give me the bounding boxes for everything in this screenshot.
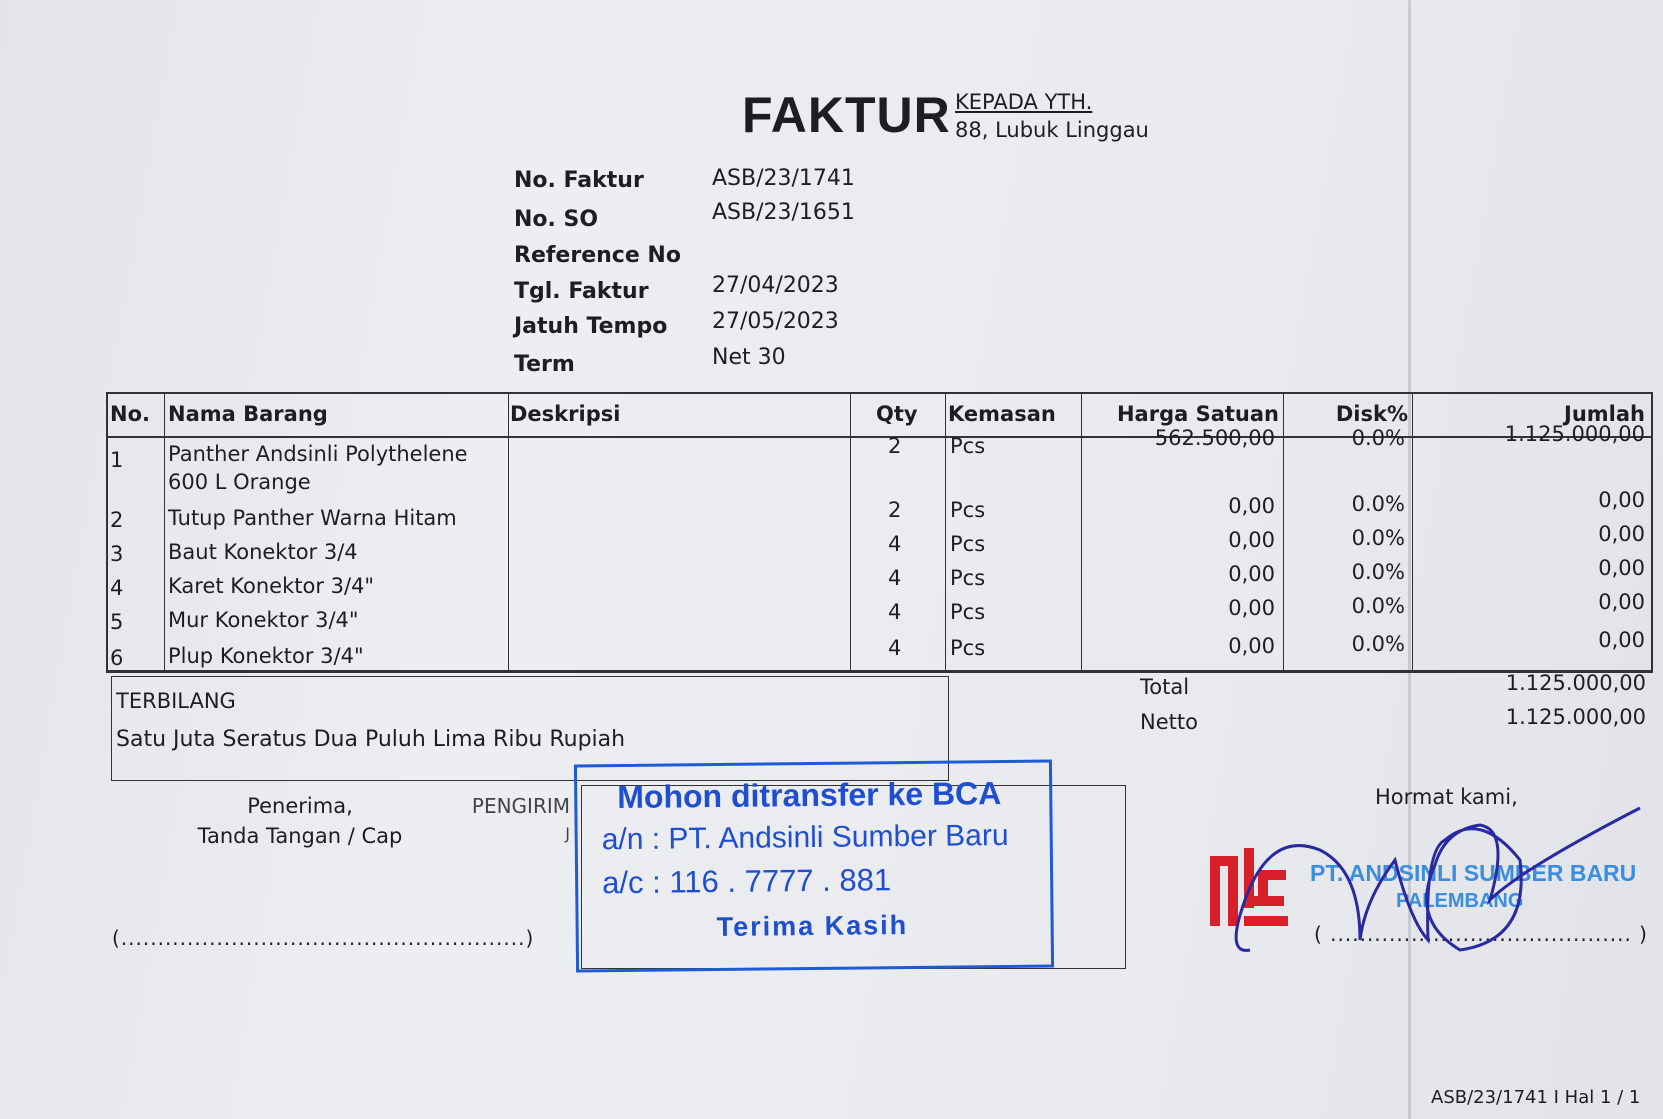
cell-price: 0,00 [1228, 528, 1275, 552]
signature [1234, 806, 1641, 952]
info-label: Reference No [514, 243, 681, 268]
cell-no: 5 [110, 610, 124, 634]
info-value: Net 30 [712, 345, 786, 370]
info-label: Jatuh Tempo [514, 314, 668, 339]
receiver-sign-line: (.......................................… [112, 926, 535, 950]
cell-name: Baut Konektor 3/4 [168, 540, 358, 564]
company-logo [1208, 848, 1290, 938]
cell-total: 0,00 [1598, 556, 1645, 580]
stamp-line: a/n : PT. Andsinli Sumber Baru [601, 818, 1009, 857]
cell-name: 600 L Orange [168, 470, 311, 494]
col-desc: Deskripsi [510, 402, 621, 426]
info-label: Tgl. Faktur [514, 279, 649, 304]
cell-qty: 4 [888, 636, 902, 660]
col-disc: Disk% [1335, 402, 1408, 426]
cell-price: 0,00 [1228, 596, 1275, 620]
receiver-sign-label: Tanda Tangan / Cap [197, 824, 403, 848]
company-stamp-name: PT. ANDSINLI SUMBER BARU [1310, 860, 1637, 886]
cell-total: 1.125.000,00 [1504, 422, 1645, 446]
terbilang-text: Satu Juta Seratus Dua Puluh Lima Ribu Ru… [116, 727, 626, 752]
closing-text: Hormat kami, [1375, 785, 1518, 809]
total-label: Total [1140, 675, 1190, 699]
col-qty: Qty [876, 402, 918, 426]
info-value: 27/04/2023 [712, 273, 839, 298]
cell-price: 0,00 [1228, 634, 1275, 658]
info-value: ASB/23/1741 [712, 166, 855, 191]
cell-disc: 0.0% [1351, 560, 1405, 584]
cell-name: Panther Andsinli Polythelene [168, 442, 468, 466]
total-value: 1.125.000,00 [1505, 671, 1646, 695]
cell-disc: 0.0% [1351, 492, 1405, 516]
recipient-address: 88, Lubuk Linggau [955, 118, 1149, 142]
cell-price: 562.500,00 [1154, 426, 1275, 450]
info-label: No. SO [514, 207, 599, 232]
items-table: No. Nama Barang Deskripsi Qty Kemasan Ha… [106, 392, 1653, 673]
cell-qty: 2 [888, 498, 902, 522]
cell-no: 3 [110, 542, 124, 566]
cell-no: 1 [110, 448, 124, 472]
stamp-line: a/c : 116 . 7777 . 881 [601, 862, 892, 901]
stamp-line: Terima Kasih [716, 910, 909, 943]
sender-label: PENGIRIM [471, 794, 570, 818]
netto-value: 1.125.000,00 [1505, 705, 1646, 729]
cell-price: 0,00 [1228, 494, 1275, 518]
document-title: FAKTUR [742, 87, 951, 143]
info-value: ASB/23/1651 [712, 200, 855, 225]
col-unit: Kemasan [948, 402, 1056, 426]
col-price: Harga Satuan [1116, 402, 1279, 426]
cell-disc: 0.0% [1351, 594, 1405, 618]
cell-qty: 4 [888, 532, 902, 556]
cell-unit: Pcs [950, 566, 986, 590]
cell-disc: 0.0% [1351, 426, 1405, 450]
stamp-line: Mohon ditransfer ke BCA [617, 775, 1002, 816]
cell-total: 0,00 [1598, 488, 1645, 512]
cell-unit: Pcs [950, 636, 986, 660]
cell-unit: Pcs [950, 532, 986, 556]
transfer-stamp: Mohon ditransfer ke BCA a/n : PT. Andsin… [573, 759, 1055, 973]
cell-price: 0,00 [1228, 562, 1275, 586]
terbilang-label: TERBILANG [116, 689, 236, 713]
page-info: ASB/23/1741 I Hal 1 / 1 [1431, 1087, 1641, 1108]
info-label: Term [514, 352, 575, 377]
cell-unit: Pcs [950, 434, 986, 458]
info-value: 27/05/2023 [712, 309, 839, 334]
cell-total: 0,00 [1598, 590, 1645, 614]
terbilang-box: TERBILANG Satu Juta Seratus Dua Puluh Li… [111, 676, 949, 781]
table-header: No. Nama Barang Deskripsi Qty Kemasan Ha… [108, 394, 1651, 438]
cell-qty: 2 [888, 434, 902, 458]
cell-disc: 0.0% [1351, 526, 1405, 550]
sender-initial: J [565, 824, 570, 843]
cell-unit: Pcs [950, 600, 986, 624]
cell-total: 0,00 [1598, 628, 1645, 652]
col-total: Jumlah [1564, 402, 1645, 426]
col-no: No. [110, 402, 150, 426]
company-sign-line: ( ......................................… [1314, 922, 1648, 946]
cell-no: 6 [110, 646, 124, 670]
netto-label: Netto [1140, 710, 1198, 734]
cell-total: 0,00 [1598, 522, 1645, 546]
recipient-label: KEPADA YTH. [955, 90, 1093, 114]
cell-name: Karet Konektor 3/4" [168, 574, 375, 598]
cell-disc: 0.0% [1351, 632, 1405, 656]
cell-no: 2 [110, 508, 124, 532]
info-label: No. Faktur [514, 168, 644, 193]
sender-box: PENGIRIM J [472, 785, 1126, 969]
cell-qty: 4 [888, 566, 902, 590]
cell-name: Mur Konektor 3/4" [168, 608, 359, 632]
paper-fold [1408, 0, 1411, 1119]
cell-name: Plup Konektor 3/4" [168, 644, 364, 668]
cell-no: 4 [110, 576, 124, 600]
receiver-label: Penerima, [247, 794, 353, 818]
cell-unit: Pcs [950, 498, 986, 522]
cell-qty: 4 [888, 600, 902, 624]
col-name: Nama Barang [168, 402, 328, 426]
cell-name: Tutup Panther Warna Hitam [168, 506, 457, 530]
